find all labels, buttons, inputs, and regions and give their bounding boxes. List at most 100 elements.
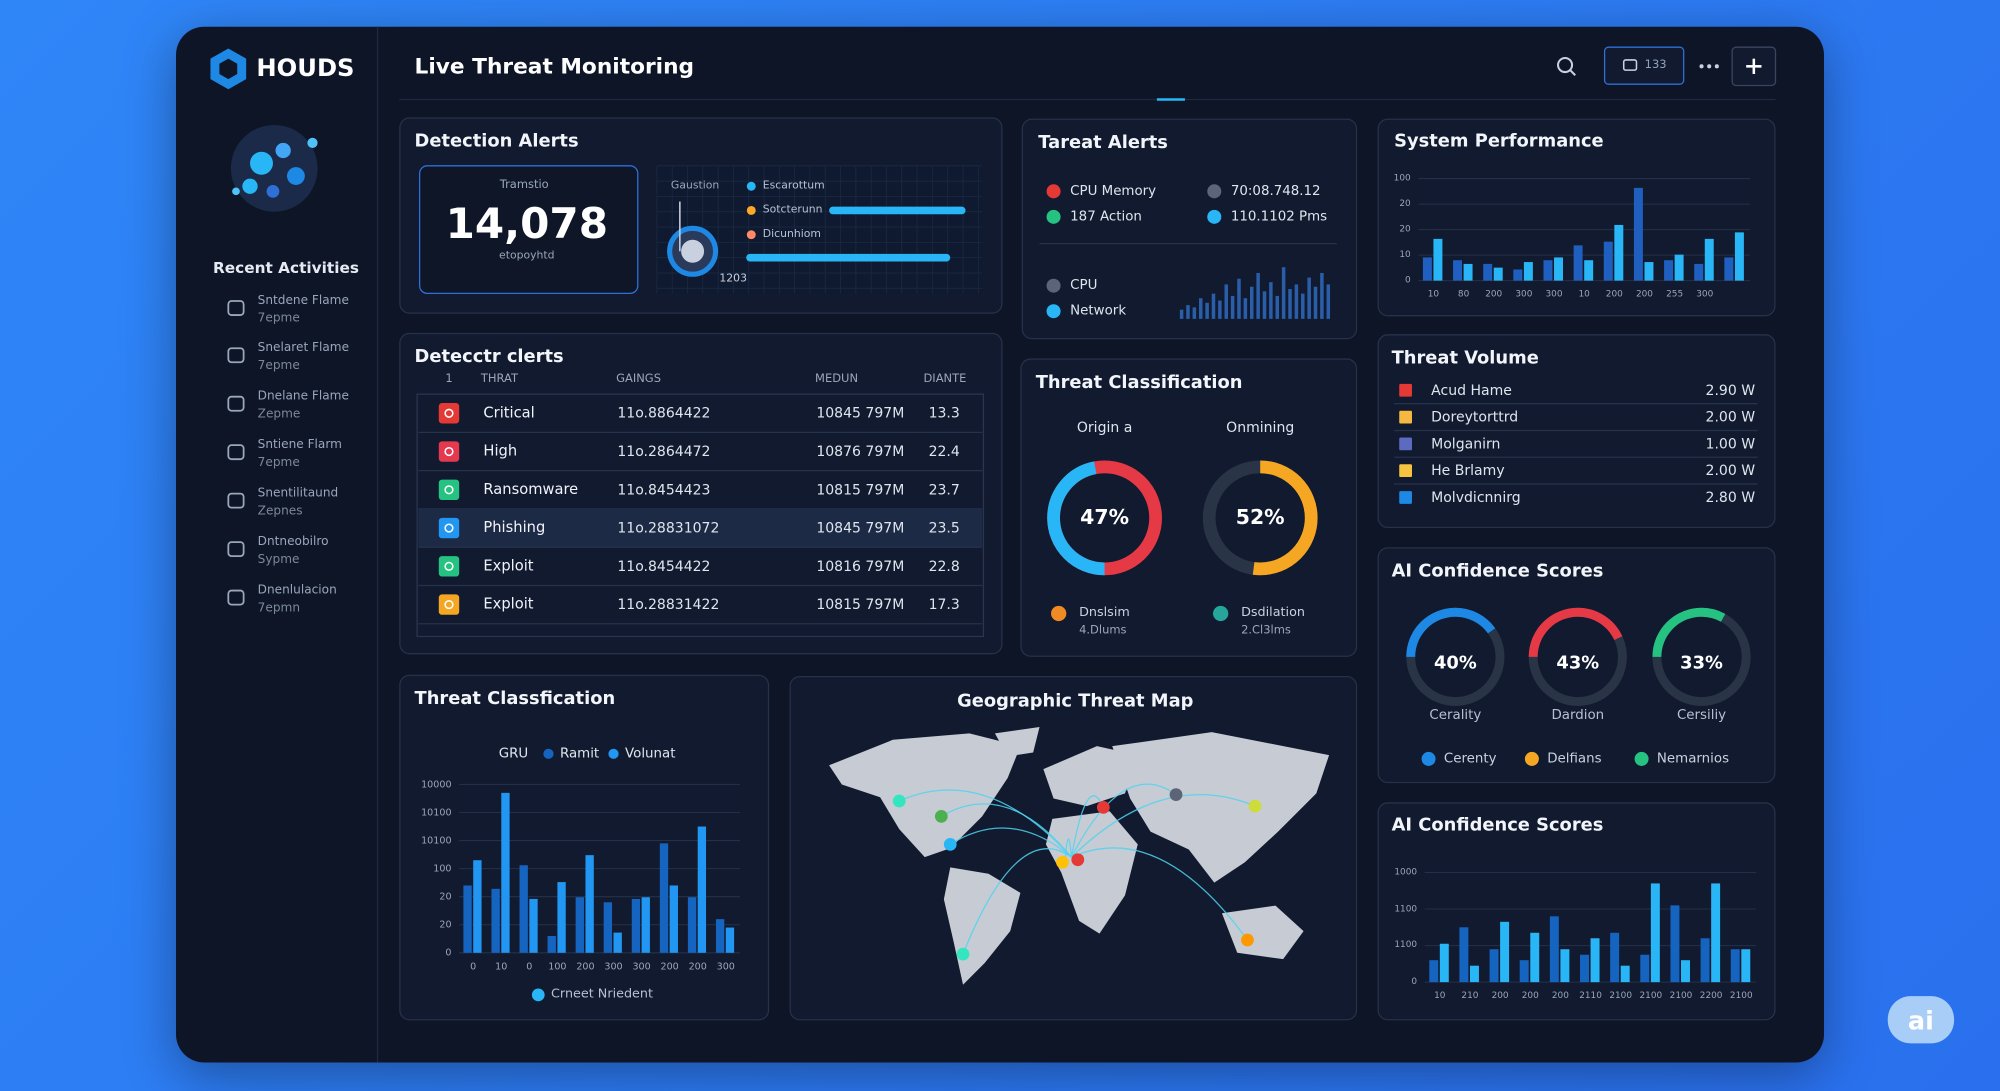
volume-value: 2.00 W bbox=[1705, 408, 1756, 426]
volume-name: Molganirn bbox=[1431, 435, 1501, 453]
y-tick-label: 100 bbox=[1393, 172, 1411, 184]
bar bbox=[463, 885, 472, 953]
attack-arc bbox=[898, 789, 1072, 858]
cell: 23.5 bbox=[928, 519, 960, 537]
attack-arc bbox=[962, 848, 1072, 955]
cell: 10815 797M bbox=[816, 596, 905, 613]
grid-area bbox=[656, 165, 983, 294]
volume-name: He Brlamy bbox=[1431, 462, 1505, 479]
activity-bar bbox=[1179, 309, 1184, 319]
landmass bbox=[994, 727, 1040, 757]
status-text: 187 Action bbox=[1070, 208, 1142, 225]
legend-dot bbox=[1524, 751, 1539, 766]
severity: Exploit bbox=[483, 594, 534, 613]
bar bbox=[519, 865, 528, 953]
message-button[interactable] bbox=[1603, 46, 1685, 85]
bar bbox=[1704, 238, 1714, 281]
legend-label: Ramit bbox=[559, 745, 600, 762]
x-tick-label: 0 bbox=[526, 960, 533, 973]
bar bbox=[1463, 263, 1473, 281]
severity-glyph bbox=[444, 523, 454, 533]
donut-value: 47% bbox=[1080, 505, 1130, 530]
attack-arc bbox=[949, 827, 1072, 858]
bar bbox=[491, 888, 500, 953]
volume-name: Molvdicnnirg bbox=[1431, 489, 1521, 506]
severity-glyph bbox=[444, 561, 454, 571]
activity-icon bbox=[227, 541, 245, 558]
legend-label: Delfians bbox=[1547, 750, 1602, 767]
gauge-arc bbox=[1406, 607, 1505, 706]
panel-title: Detection Alerts bbox=[414, 131, 579, 152]
bar bbox=[1590, 938, 1600, 983]
legend-dot bbox=[1051, 605, 1067, 622]
severity: Exploit bbox=[483, 556, 534, 575]
status-dot bbox=[1046, 304, 1061, 319]
activity-bar bbox=[1262, 291, 1267, 319]
activity-subtitle: Zepnes bbox=[257, 504, 303, 519]
activity-bar bbox=[1326, 284, 1331, 319]
search-icon[interactable] bbox=[1557, 57, 1576, 76]
threat-point bbox=[1056, 855, 1069, 869]
landmass bbox=[943, 867, 1021, 985]
cell: 10816 797M bbox=[816, 558, 905, 575]
activity-bar bbox=[1224, 284, 1228, 319]
y-tick-label: 0 bbox=[1405, 274, 1411, 286]
bar bbox=[1433, 238, 1443, 281]
activity-title: Sntdene Flame bbox=[257, 293, 349, 308]
bar bbox=[725, 927, 735, 953]
severity: Ransomware bbox=[483, 479, 579, 498]
x-tick-label: 2100 bbox=[1609, 990, 1633, 1001]
bar bbox=[557, 882, 566, 953]
y-tick-label: 0 bbox=[1411, 976, 1418, 987]
severity-icon bbox=[438, 479, 460, 500]
threat-point bbox=[1169, 788, 1183, 802]
legend-label: Volunat bbox=[624, 745, 676, 762]
y-tick-label: 0 bbox=[445, 946, 452, 959]
button-label[interactable]: 133 bbox=[1644, 59, 1667, 73]
donut-arc bbox=[1202, 460, 1318, 576]
legend-label: Cerenty bbox=[1443, 750, 1497, 767]
x-tick-label: 200 bbox=[1605, 288, 1623, 300]
severity-glyph bbox=[444, 485, 454, 495]
cell: 22.8 bbox=[928, 558, 960, 575]
activity-bar bbox=[1281, 267, 1286, 319]
x-tick-label: 2100 bbox=[1669, 990, 1693, 1001]
badge-bg bbox=[1887, 996, 1955, 1044]
x-tick-label: 255 bbox=[1666, 288, 1684, 300]
severity-glyph bbox=[444, 446, 454, 457]
activity-subtitle: 7epme bbox=[257, 358, 300, 373]
status-dot bbox=[1207, 209, 1222, 224]
severity-icon bbox=[438, 517, 460, 539]
landmass bbox=[1045, 811, 1138, 934]
bar bbox=[1694, 263, 1704, 281]
more-button[interactable] bbox=[1699, 64, 1719, 69]
column-header: THRAT bbox=[480, 373, 518, 386]
add-button[interactable] bbox=[1731, 46, 1777, 87]
x-tick-label: 0 bbox=[470, 960, 477, 973]
status-dot bbox=[1207, 184, 1222, 199]
activity-title: Dntneobilro bbox=[257, 534, 329, 549]
volume-value: 2.90 W bbox=[1705, 382, 1756, 399]
bar bbox=[715, 919, 725, 953]
y-tick-label: 20 bbox=[1399, 223, 1411, 235]
bar bbox=[1500, 921, 1510, 983]
cell: 10815 797M bbox=[816, 481, 905, 499]
bar bbox=[687, 897, 697, 953]
bar bbox=[501, 792, 510, 953]
activity-bar bbox=[1307, 277, 1311, 319]
activity-bar bbox=[1313, 286, 1318, 319]
panel bbox=[1377, 547, 1776, 784]
page-title: Live Threat Monitoring bbox=[414, 54, 695, 80]
attack-arc bbox=[1064, 838, 1073, 863]
threat-point bbox=[943, 838, 957, 851]
stat-box bbox=[419, 165, 639, 295]
severity-icon bbox=[438, 441, 460, 462]
legend-label: Nemarnios bbox=[1656, 750, 1730, 767]
gauge-arc bbox=[1528, 607, 1627, 706]
cell: 23.7 bbox=[928, 481, 960, 499]
bar bbox=[1530, 932, 1540, 983]
x-tick-label: 300 bbox=[632, 960, 651, 973]
status-text: CPU Memory bbox=[1070, 183, 1157, 199]
legend-dot bbox=[746, 230, 756, 240]
legend-dot bbox=[1421, 751, 1436, 766]
